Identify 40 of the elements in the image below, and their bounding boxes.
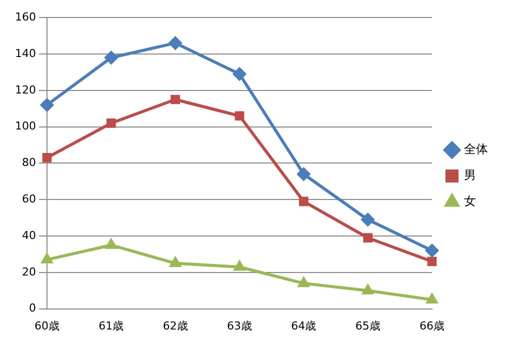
point [361,213,374,226]
point [170,94,180,104]
y-tick-label: 160 [14,10,36,24]
point [426,294,438,304]
point [233,68,246,81]
point [426,244,438,258]
point [363,233,373,242]
point [106,239,117,249]
point [106,118,116,128]
legend-label: 男 [464,168,476,182]
x-tick-label: 65歳 [355,319,380,332]
x-tick-label: 66歳 [420,319,444,332]
point [234,260,245,271]
x-tick-label: 60歳 [34,319,60,332]
point [427,256,437,266]
y-tick-label: 0 [28,302,36,315]
point [234,111,244,121]
x-tick-label: 64歳 [291,319,316,332]
y-tick-label: 100 [14,120,36,133]
y-tick-label: 80 [22,156,36,170]
x-tick-label: 61歳 [98,319,124,332]
y-tick-label: 120 [14,83,36,96]
point [40,98,54,112]
y-tick-label: 140 [14,46,36,60]
point [42,254,52,264]
point [298,277,310,288]
y-tick-label: 40 [22,228,36,242]
point [362,284,374,294]
legend-label: 全体 [464,142,488,156]
point [297,168,310,181]
y-tick-label: 20 [22,265,36,278]
point [170,257,181,268]
x-tick-label: 63歳 [227,319,252,332]
y-tick-label: 60 [22,192,36,206]
point [168,36,182,50]
point [104,51,118,64]
x-tick-label: 62歳 [162,319,188,332]
legend-label: 女 [464,194,476,208]
point [42,153,52,162]
point [298,196,308,206]
